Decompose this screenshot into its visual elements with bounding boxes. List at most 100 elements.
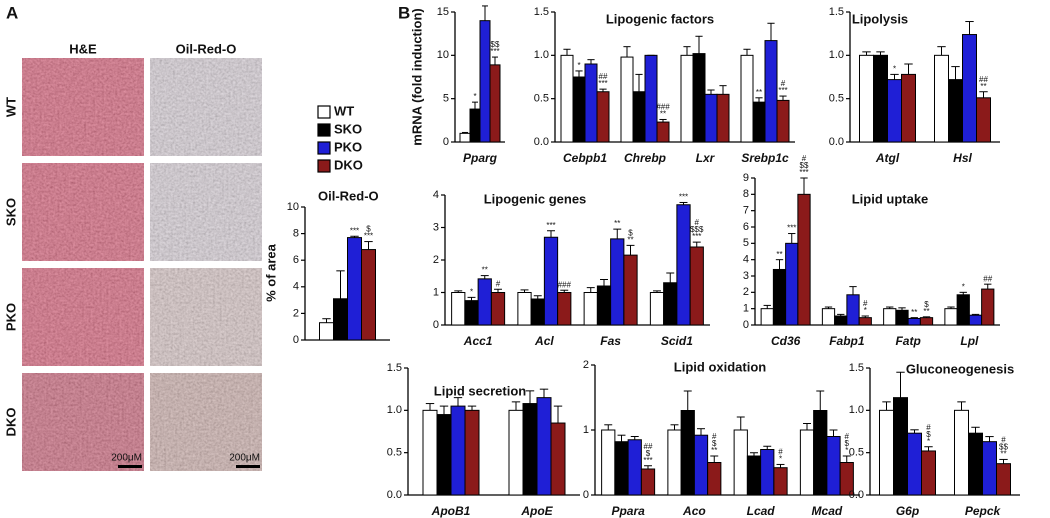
significance-label: * bbox=[864, 306, 867, 315]
bar bbox=[858, 317, 872, 326]
significance-label: * bbox=[893, 65, 896, 74]
bar bbox=[956, 294, 970, 326]
bar bbox=[560, 54, 574, 143]
y-tick-label: 0.0 bbox=[387, 489, 402, 501]
bar bbox=[550, 422, 566, 496]
bar bbox=[680, 410, 695, 496]
significance-label: ** bbox=[711, 446, 717, 455]
bar bbox=[422, 409, 438, 496]
significance-label: # bbox=[845, 432, 850, 441]
x-tick-label: Hsl bbox=[953, 151, 972, 165]
micrograph-texture bbox=[22, 373, 144, 471]
significance-label: ** bbox=[1000, 450, 1006, 459]
legend-label: DKO bbox=[334, 157, 363, 172]
bar bbox=[883, 308, 897, 326]
significance-label: *** bbox=[692, 232, 701, 241]
y-tick-label: 2 bbox=[743, 286, 749, 298]
bar bbox=[656, 121, 670, 143]
significance-label: ** bbox=[980, 82, 986, 91]
x-tick-label: Chrebp bbox=[624, 151, 666, 165]
chart-title: Lipogenic factors bbox=[606, 11, 714, 26]
bar bbox=[583, 292, 598, 326]
x-tick-label: Scid1 bbox=[661, 334, 693, 348]
bar bbox=[347, 237, 362, 341]
bar bbox=[596, 285, 612, 326]
chart-title: Gluconeogenesis bbox=[906, 361, 1014, 376]
significance-label: ** bbox=[923, 307, 929, 316]
y-tick-label: 1.5 bbox=[829, 6, 844, 18]
y-axis-label: mRNA (fold induction) bbox=[409, 8, 424, 145]
significance-label: * bbox=[473, 92, 476, 101]
bar bbox=[907, 317, 921, 326]
x-tick-label: Ppara bbox=[611, 504, 645, 518]
legend-swatch bbox=[317, 141, 331, 155]
bar bbox=[764, 40, 778, 143]
significance-label: # bbox=[802, 154, 807, 163]
bar bbox=[667, 429, 682, 496]
legend-swatch bbox=[317, 123, 331, 137]
bar bbox=[785, 242, 799, 326]
bar bbox=[934, 54, 949, 143]
bar bbox=[640, 468, 656, 496]
x-tick-label: G6p bbox=[896, 504, 919, 518]
bar bbox=[361, 249, 376, 341]
significance-label: * bbox=[962, 282, 965, 291]
significance-label: *** bbox=[598, 79, 607, 88]
y-tick-label: 1.5 bbox=[849, 362, 864, 374]
significance-label: $$ bbox=[999, 443, 1008, 452]
significance-label: *** bbox=[799, 168, 808, 177]
chart-title: Lipid secretion bbox=[434, 383, 527, 398]
bar bbox=[954, 409, 969, 496]
bar bbox=[689, 246, 704, 326]
significance-label: $ bbox=[926, 430, 931, 439]
y-tick-label: 0.5 bbox=[387, 447, 402, 459]
y-tick-label: 3 bbox=[743, 270, 749, 282]
y-tick-label: 1.0 bbox=[387, 404, 402, 416]
significance-label: # bbox=[712, 432, 717, 441]
bar bbox=[976, 97, 991, 143]
bar bbox=[693, 434, 709, 496]
x-tick-label: Acc1 bbox=[463, 334, 493, 348]
y-tick-label: 0.5 bbox=[534, 93, 549, 105]
significance-label: ** bbox=[614, 219, 620, 228]
bar bbox=[968, 314, 983, 326]
x-tick-label: Acl bbox=[534, 334, 554, 348]
bar bbox=[813, 410, 828, 496]
y-tick-label: 0.0 bbox=[534, 136, 549, 148]
significance-label: # bbox=[926, 423, 931, 432]
bar bbox=[907, 432, 922, 496]
bar bbox=[530, 298, 545, 326]
bar bbox=[676, 204, 691, 326]
significance-label: *** bbox=[778, 86, 787, 95]
bar bbox=[981, 288, 995, 326]
bar bbox=[895, 309, 909, 326]
significance-label: ## bbox=[983, 274, 992, 283]
significance-label: ** bbox=[627, 235, 633, 244]
bar bbox=[489, 64, 501, 143]
row-label: SKO bbox=[3, 198, 18, 226]
bar bbox=[873, 54, 888, 143]
scale-label: 200μM bbox=[111, 453, 142, 464]
y-axis-label: % of area bbox=[263, 243, 278, 302]
column-label: Oil-Red-O bbox=[176, 41, 237, 56]
significance-label: ## bbox=[599, 72, 608, 81]
bar bbox=[919, 317, 934, 326]
significance-label: ** bbox=[776, 250, 782, 259]
bar bbox=[680, 54, 694, 143]
bar bbox=[451, 292, 466, 326]
bar bbox=[459, 132, 471, 143]
bar bbox=[536, 397, 552, 496]
micrograph-texture bbox=[22, 58, 144, 156]
bar bbox=[319, 322, 334, 341]
bar bbox=[627, 439, 642, 496]
significance-label: # bbox=[1001, 436, 1006, 445]
significance-label: # bbox=[496, 279, 501, 288]
significance-label: $ bbox=[628, 228, 633, 237]
chart-title: Lipid uptake bbox=[852, 191, 929, 206]
bar bbox=[614, 441, 629, 496]
x-tick-label: Lcad bbox=[747, 504, 776, 518]
significance-label: ## bbox=[979, 75, 988, 84]
bar bbox=[901, 73, 916, 143]
bar bbox=[887, 79, 902, 143]
bar bbox=[620, 56, 634, 143]
